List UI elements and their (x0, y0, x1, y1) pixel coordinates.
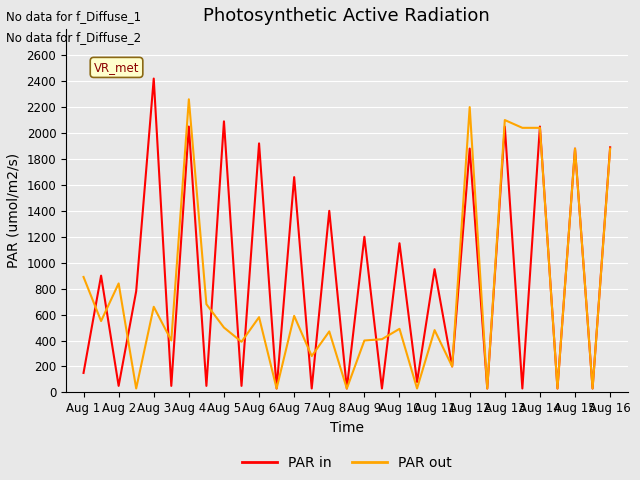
Title: Photosynthetic Active Radiation: Photosynthetic Active Radiation (204, 7, 490, 25)
X-axis label: Time: Time (330, 420, 364, 435)
Text: No data for f_Diffuse_2: No data for f_Diffuse_2 (6, 31, 141, 44)
Text: No data for f_Diffuse_1: No data for f_Diffuse_1 (6, 10, 141, 23)
Legend: PAR in, PAR out: PAR in, PAR out (236, 450, 458, 475)
Y-axis label: PAR (umol/m2/s): PAR (umol/m2/s) (7, 153, 21, 268)
Text: VR_met: VR_met (94, 61, 140, 74)
